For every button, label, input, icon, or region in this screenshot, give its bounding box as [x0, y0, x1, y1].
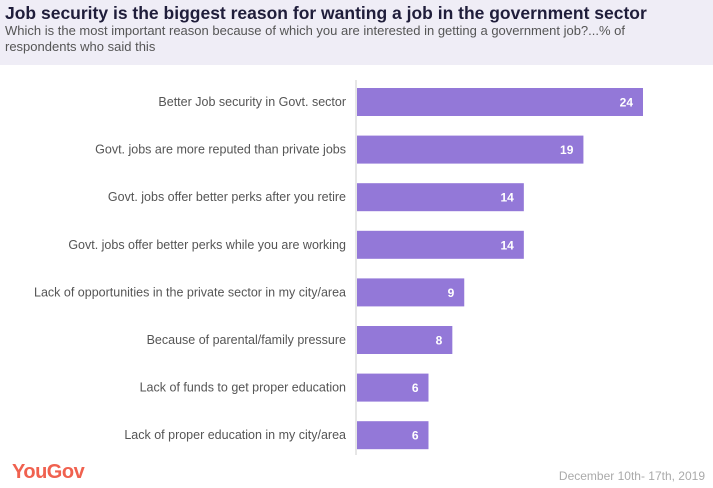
bar: [357, 88, 643, 116]
chart-title: Job security is the biggest reason for w…: [5, 3, 647, 23]
bar: [357, 373, 429, 402]
category-label: Lack of funds to get proper education: [140, 381, 346, 395]
survey-date: December 10th- 17th, 2019: [558, 469, 705, 483]
data-label: 14: [500, 191, 514, 205]
data-label: 6: [412, 381, 419, 395]
yougov-logo: YouGov: [12, 461, 85, 483]
category-label: Govt. jobs are more reputed than private…: [95, 143, 346, 157]
bar: [357, 421, 429, 450]
bar: [357, 135, 584, 164]
category-label: Govt. jobs offer better perks after you …: [108, 190, 346, 204]
header: Job security is the biggest reason for w…: [0, 0, 713, 65]
bar: [357, 230, 524, 259]
bar: [357, 326, 453, 354]
category-label: Because of parental/family pressure: [147, 333, 346, 347]
bar: [357, 278, 465, 307]
data-label: 9: [448, 286, 455, 300]
category-label: Better Job security in Govt. sector: [158, 95, 346, 109]
data-label: 24: [620, 96, 634, 110]
data-label: 6: [412, 429, 419, 443]
category-label: Govt. jobs offer better perks while you …: [68, 238, 346, 252]
chart-subtitle: Which is the most important reason becau…: [5, 23, 626, 54]
bar: [357, 183, 524, 212]
category-label: Lack of opportunities in the private sec…: [34, 285, 346, 299]
category-label: Lack of proper education in my city/area: [124, 428, 346, 442]
data-label: 14: [500, 238, 514, 252]
data-label: 19: [560, 143, 574, 157]
data-label: 8: [436, 334, 443, 348]
